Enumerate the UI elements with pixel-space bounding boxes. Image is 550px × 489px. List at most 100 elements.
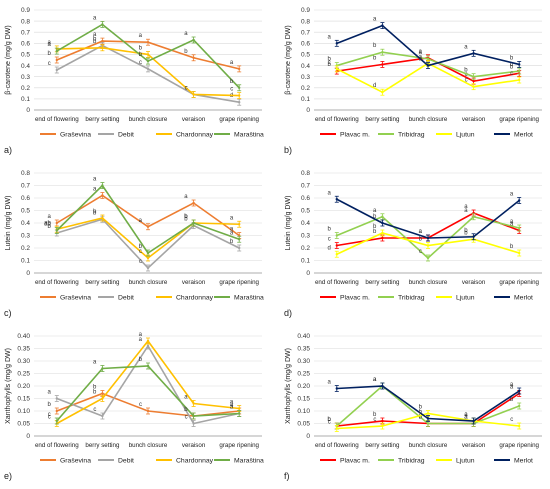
- data-point: [146, 41, 150, 44]
- data-point: [146, 225, 150, 228]
- data-point: [101, 46, 104, 49]
- significance-letter: b: [419, 415, 423, 421]
- y-tick-label: 0.9: [21, 7, 30, 14]
- legend-label: Plavac m.: [340, 458, 370, 465]
- significance-letter: a: [464, 412, 468, 418]
- significance-letter: c: [185, 85, 188, 91]
- y-tick-label: 0.7: [21, 29, 30, 36]
- y-tick-label: 0.4: [21, 220, 30, 227]
- significance-letter: b: [373, 214, 377, 220]
- data-point: [381, 63, 384, 66]
- significance-letter: a: [184, 31, 188, 37]
- y-tick-label: 0: [26, 270, 30, 277]
- significance-letter: a: [230, 227, 234, 233]
- x-tick-label: bunch closure: [129, 442, 168, 449]
- significance-letter: a: [464, 412, 468, 418]
- significance-letter: a: [230, 402, 234, 408]
- significance-letter: b: [419, 237, 423, 243]
- panel-label: c): [4, 308, 12, 318]
- y-tick-label: 0.20: [17, 383, 30, 390]
- significance-letter: c: [139, 60, 142, 66]
- data-point: [146, 256, 150, 260]
- significance-letter: b: [139, 52, 143, 58]
- y-axis-title: Lutein (mg/g DW): [285, 196, 292, 251]
- data-point: [55, 229, 58, 232]
- legend-item: Ljutun: [436, 132, 475, 139]
- significance-letter: c: [230, 87, 233, 93]
- panel-label: f): [284, 471, 290, 481]
- significance-letter: b: [139, 357, 143, 363]
- data-point: [381, 51, 384, 54]
- significance-letter: a: [47, 42, 51, 48]
- data-point: [426, 64, 430, 67]
- y-axis-title: Lutein (mg/g DW): [5, 196, 12, 251]
- significance-letter: b: [139, 45, 143, 51]
- significance-letter: b: [93, 37, 97, 43]
- data-point: [426, 236, 430, 240]
- data-point: [426, 57, 430, 61]
- significance-letter: a: [373, 377, 377, 383]
- y-tick-label: 0.8: [301, 170, 310, 177]
- y-tick-label: 0: [306, 270, 310, 277]
- y-tick-label: 0.4: [301, 63, 310, 70]
- data-point: [381, 419, 384, 423]
- chart-panel-b: 0 0.1 0.2 0.3 0.4 0.5 0.6 0.7 0.8 0.9 β-carotene (…: [284, 7, 542, 155]
- significance-letter: a: [327, 380, 331, 386]
- data-point: [518, 389, 521, 393]
- significance-letter: a: [510, 385, 514, 391]
- data-point: [55, 68, 58, 72]
- significance-letter: b: [327, 62, 331, 68]
- data-point: [518, 63, 521, 66]
- data-point: [192, 402, 195, 405]
- significance-letter: a: [327, 34, 331, 40]
- legend-label: Chardonnay: [176, 295, 214, 302]
- data-point: [335, 67, 338, 71]
- legend-label: Debit: [118, 458, 134, 465]
- significance-letter: a: [47, 390, 51, 396]
- significance-letter: a: [510, 382, 514, 388]
- data-point: [472, 419, 475, 423]
- legend-label: Graševina: [60, 132, 91, 139]
- data-point: [426, 422, 430, 425]
- significance-letter: a: [184, 194, 188, 200]
- x-tick-label: berry setting: [365, 279, 400, 286]
- y-tick-label: 0.1: [21, 258, 30, 265]
- data-point: [381, 384, 384, 388]
- legend-item: Tribidrag: [378, 458, 425, 465]
- significance-letter: b: [184, 217, 188, 223]
- significance-letter: b: [47, 402, 51, 408]
- significance-letter: b: [327, 57, 331, 63]
- legend-label: Debit: [118, 295, 134, 302]
- significance-letter: c: [93, 407, 96, 413]
- data-point: [146, 344, 150, 348]
- data-point: [381, 91, 384, 94]
- legend-label: Maraština: [234, 132, 264, 139]
- x-tick-label: grape ripening: [499, 279, 539, 286]
- panel-label: b): [284, 145, 292, 155]
- y-tick-label: 0.1: [21, 96, 30, 103]
- data-point: [518, 199, 521, 202]
- y-tick-label: 0.8: [301, 18, 310, 25]
- data-point: [472, 52, 475, 55]
- y-tick-label: 0.5: [301, 52, 310, 59]
- significance-letter: ab: [44, 222, 51, 228]
- legend-label: Tribidrag: [398, 132, 425, 139]
- x-tick-label: berry setting: [365, 116, 400, 123]
- significance-letter: c: [373, 417, 376, 423]
- data-point: [518, 78, 521, 82]
- significance-letter: b: [373, 55, 377, 61]
- data-point: [238, 412, 241, 415]
- significance-letter: b: [510, 55, 514, 61]
- data-point: [472, 215, 475, 218]
- data-point: [146, 266, 150, 270]
- series-line: [336, 198, 520, 239]
- chart-panel-d: 0 0.1 0.2 0.3 0.4 0.5 0.6 0.7 0.8 Lutein (mg/g DW…: [284, 170, 542, 318]
- significance-letter: a: [419, 50, 423, 56]
- y-tick-label: 0.1: [301, 258, 310, 265]
- data-point: [426, 417, 430, 420]
- x-tick-label: end of flowering: [35, 116, 79, 123]
- data-point: [426, 256, 430, 260]
- legend-item: Maraština: [214, 132, 264, 139]
- y-tick-label: 0.7: [301, 183, 310, 190]
